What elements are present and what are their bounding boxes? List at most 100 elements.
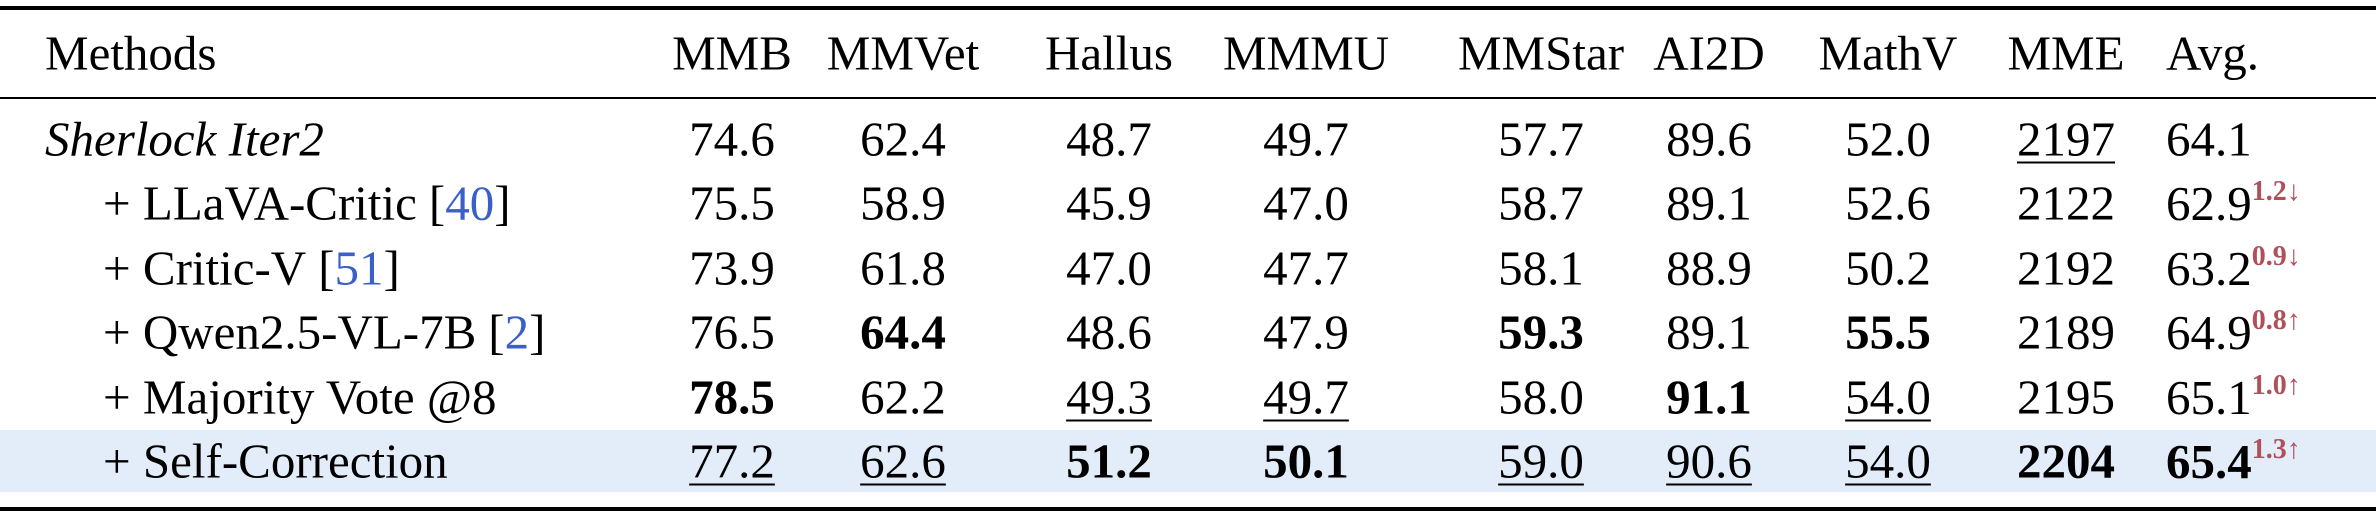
value-cell: 2122 [2017,179,2115,228]
value: 49.7 [1263,111,1349,167]
value-cell: 2204 [2017,437,2115,486]
value-cell: 48.6 [1066,308,1152,357]
value-cell: 45.9 [1066,179,1152,228]
header-cell: MME [2007,25,2125,81]
value-cell: 52.6 [1845,179,1931,228]
value: 74.6 [689,111,775,167]
value: 62.4 [860,111,946,167]
method-name: + Critic-V [103,240,307,296]
method-name: + Majority Vote @8 [103,369,497,425]
value-cell: 47.0 [1066,243,1152,292]
value-cell: 48.7 [1066,115,1152,164]
value-cell: 88.9 [1666,243,1752,292]
method-cell: + Critic-V [51] [103,243,400,292]
value-cell: 65.41.3↑ [2166,434,2301,489]
value-cell: 63.20.9↓ [2166,240,2301,296]
value: 57.7 [1498,111,1584,167]
value-cell: 58.1 [1498,243,1584,292]
value: 77.2 [689,433,775,489]
value: 62.9 [2166,176,2252,232]
header-cell: MMStar [1457,25,1625,81]
value-cell: 89.6 [1666,115,1752,164]
value: 90.6 [1666,433,1752,489]
value-cell: 47.0 [1263,179,1349,228]
value-cell: 65.11.0↑ [2166,369,2301,422]
delta: 0.8↑ [2251,305,2301,337]
value-cell: 62.4 [860,115,946,164]
value: 58.9 [860,175,946,231]
value: 58.7 [1498,175,1584,231]
method-cell: + Self-Correction [103,437,448,486]
value: 89.6 [1666,111,1752,167]
header-cell: MMB [672,25,792,81]
value: 47.7 [1263,240,1349,296]
value: 65.4 [2166,434,2252,489]
value: 62.2 [860,369,946,425]
bottom-rule [0,507,2376,511]
value-cell: 47.9 [1263,308,1349,357]
value-cell: 62.6 [860,437,946,486]
value-cell: 2192 [2017,243,2115,292]
value: 54.0 [1845,369,1931,425]
value-cell: 57.7 [1498,115,1584,164]
value-cell: 50.1 [1263,437,1349,486]
value-cell: 89.1 [1666,308,1752,357]
method-cell: + Majority Vote @8 [103,372,497,421]
value-cell: 50.2 [1845,243,1931,292]
value: 78.5 [689,369,775,425]
value: 55.5 [1845,304,1931,360]
value-cell: 74.6 [689,115,775,164]
value-cell: 89.1 [1666,179,1752,228]
value-cell: 52.0 [1845,115,1931,164]
row-highlight [0,430,2376,492]
value: 76.5 [689,304,775,360]
value: 54.0 [1845,433,1931,489]
value-cell: 61.8 [860,243,946,292]
value: 2197 [2017,111,2115,167]
value: 64.9 [2166,305,2252,361]
value: 2195 [2017,369,2115,425]
method-cell: Sherlock Iter2 [45,115,324,164]
value-cell: 62.2 [860,372,946,421]
value: 91.1 [1666,369,1752,425]
value: 63.2 [2166,240,2252,296]
citation: [40] [428,175,511,231]
value-cell: 76.5 [689,308,775,357]
top-rule [0,6,2376,10]
value: 88.9 [1666,240,1752,296]
value-cell: 51.2 [1066,437,1152,486]
value-cell: 91.1 [1666,372,1752,421]
value: 48.7 [1066,111,1152,167]
method-cell: + LLaVA-Critic [40] [103,179,511,228]
header-cell: MathV [1818,25,1958,81]
header-cell: MMMU [1222,25,1390,81]
value: 47.0 [1263,175,1349,231]
value: 58.1 [1498,240,1584,296]
value: 2122 [2017,175,2115,231]
header-cell: Avg. [2166,25,2259,81]
value-cell: 73.9 [689,243,775,292]
value-cell: 2195 [2017,372,2115,421]
value-cell: 2197 [2017,115,2115,164]
delta: 1.0↑ [2251,369,2301,401]
value: 2189 [2017,304,2115,360]
delta: 1.2↓ [2251,176,2301,208]
value-cell: 49.3 [1066,372,1152,421]
method-name: + Self-Correction [103,433,448,489]
value-cell: 59.3 [1498,308,1584,357]
value: 47.9 [1263,304,1349,360]
method-name: Sherlock Iter2 [45,111,324,167]
value: 52.0 [1845,111,1931,167]
value-cell: 59.0 [1498,437,1584,486]
citation: [2] [488,304,546,360]
value: 50.2 [1845,240,1931,296]
value: 58.0 [1498,369,1584,425]
value: 50.1 [1263,433,1349,489]
value: 59.0 [1498,433,1584,489]
value-cell: 49.7 [1263,372,1349,421]
value: 47.0 [1066,240,1152,296]
method-name: + Qwen2.5-VL-7B [103,304,477,360]
value: 48.6 [1066,304,1152,360]
value: 73.9 [689,240,775,296]
value-cell: 90.6 [1666,437,1752,486]
